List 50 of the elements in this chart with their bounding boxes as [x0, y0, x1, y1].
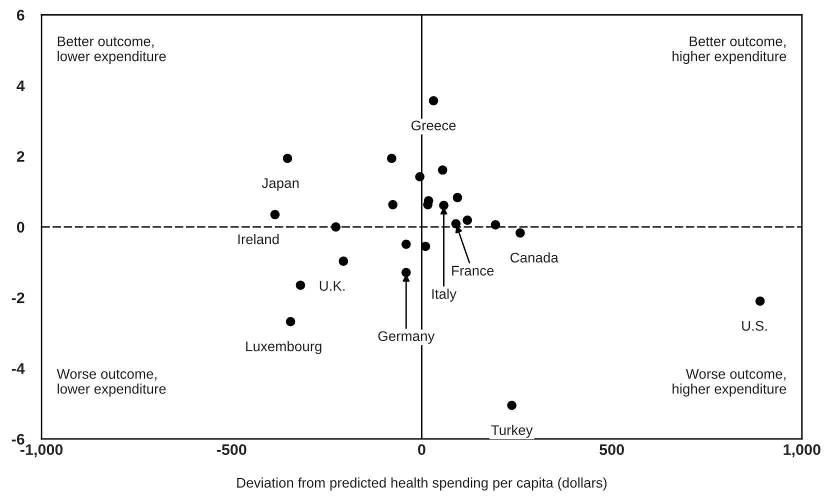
point: [428, 96, 438, 106]
annotation: Worse outcome, higher expenditure: [672, 369, 786, 397]
x-tick-label: -1,000: [20, 444, 63, 458]
annotation: U.S.: [742, 320, 767, 331]
annotation: Worse outcome, lower expenditure: [56, 369, 166, 397]
y-tick-label: -2: [12, 292, 24, 304]
annotation: France: [452, 266, 494, 276]
point: [338, 256, 348, 266]
annotation: Better outcome, higher expenditure: [672, 36, 786, 64]
y-tick-label: 0: [16, 222, 24, 233]
annotation: Japan: [262, 178, 299, 191]
point: [438, 165, 448, 175]
annotation: Turkey: [491, 424, 533, 438]
point: [401, 240, 411, 249]
point: [462, 216, 472, 225]
y-tick-label: -6: [12, 434, 24, 445]
x-tick-label: -500: [216, 444, 246, 456]
point: [388, 200, 398, 210]
point: [507, 400, 516, 410]
point: [270, 210, 280, 220]
y-tick-label: 2: [16, 151, 24, 162]
point: [490, 220, 500, 230]
point: [387, 154, 396, 164]
point: [282, 154, 292, 164]
x-tick-label: 500: [600, 444, 624, 456]
point: [755, 296, 765, 306]
x-tick-label: 0: [418, 444, 426, 456]
point: [451, 219, 461, 228]
point: [420, 242, 430, 252]
annotation: Canada: [510, 252, 558, 263]
point: [415, 172, 424, 182]
annotation: U.K.: [320, 281, 345, 291]
x-tick-label: 1,000: [784, 444, 820, 458]
y-tick-label: 6: [16, 10, 24, 21]
point: [452, 192, 462, 202]
annotation: Greece: [411, 120, 456, 130]
annotation: Italy: [432, 288, 456, 302]
annotation: Luxembourg: [246, 341, 322, 354]
point: [439, 200, 448, 210]
point: [401, 268, 411, 278]
annotation: Germany: [378, 331, 435, 344]
point: [516, 228, 525, 238]
point: [296, 280, 306, 290]
y-tick-label: -4: [12, 363, 25, 374]
point: [286, 316, 296, 326]
x-axis-title: Deviation from predicted health spending per capita (dollars): [237, 478, 607, 490]
y-tick-label: 4: [16, 80, 25, 92]
annotation: Better outcome, lower expenditure: [58, 36, 166, 64]
point: [331, 222, 340, 232]
annotation: Ireland: [238, 234, 279, 244]
